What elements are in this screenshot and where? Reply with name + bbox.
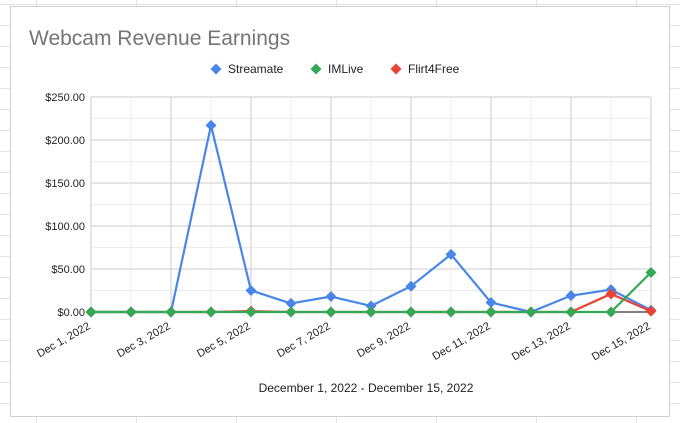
data-point-imlive[interactable] (205, 306, 217, 318)
x-tick-label: Dec 7, 2022 (275, 320, 332, 360)
y-tick-label: $0.00 (57, 307, 85, 319)
data-point-imlive[interactable] (165, 306, 177, 318)
legend-label: Flirt4Free (408, 62, 460, 76)
x-axis-ticks: Dec 1, 2022 Dec 3, 2022 Dec 5, 2022 Dec 7, … (35, 320, 652, 363)
legend-label: Streamate (228, 62, 284, 76)
data-point-imlive[interactable] (85, 306, 97, 318)
x-tick-label: Dec 1, 2022 (35, 320, 92, 360)
gridlines (90, 96, 652, 313)
series-group (85, 119, 657, 318)
legend-label: IMLive (328, 62, 364, 76)
x-tick-label: Dec 5, 2022 (195, 320, 252, 360)
data-point-imlive[interactable] (405, 306, 417, 318)
x-tick-label: Dec 15, 2022 (590, 320, 653, 363)
data-point-imlive[interactable] (485, 306, 497, 318)
x-tick-label: Dec 13, 2022 (510, 320, 573, 363)
data-point-imlive[interactable] (565, 306, 577, 318)
data-point-streamate[interactable] (485, 297, 497, 309)
data-point-imlive[interactable] (365, 306, 377, 318)
legend-diamond-icon (390, 63, 402, 75)
data-point-streamate[interactable] (285, 297, 297, 309)
data-point-imlive[interactable] (325, 306, 337, 318)
data-point-streamate[interactable] (565, 290, 577, 302)
y-tick-label: $50.00 (51, 264, 85, 276)
data-point-streamate[interactable] (405, 280, 417, 292)
x-tick-label: Dec 11, 2022 (431, 320, 493, 363)
data-point-imlive[interactable] (525, 306, 537, 318)
series-imlive (85, 266, 657, 318)
legend-item-flirt4free[interactable]: Flirt4Free (390, 62, 460, 76)
x-tick-label: Dec 3, 2022 (115, 320, 172, 360)
data-point-streamate[interactable] (445, 248, 457, 260)
x-tick-label: Dec 9, 2022 (355, 320, 412, 360)
data-point-imlive[interactable] (445, 306, 457, 318)
y-tick-label: $200.00 (45, 135, 85, 147)
data-point-flirt4free[interactable] (605, 288, 617, 300)
data-point-streamate[interactable] (365, 300, 377, 312)
legend-diamond-icon (310, 63, 322, 75)
data-point-streamate[interactable] (205, 119, 217, 131)
data-point-imlive[interactable] (245, 306, 257, 318)
data-point-flirt4free[interactable] (645, 305, 657, 317)
y-tick-label: $250.00 (45, 92, 85, 104)
line-chart: Webcam Revenue Earnings Streamate IMLive F… (29, 27, 657, 395)
data-point-streamate[interactable] (245, 285, 257, 296)
data-point-imlive[interactable] (125, 306, 137, 318)
y-tick-label: $100.00 (45, 221, 85, 233)
data-point-imlive[interactable] (285, 306, 297, 318)
legend-item-streamate[interactable]: Streamate (210, 62, 284, 76)
legend-diamond-icon (210, 63, 222, 75)
data-point-streamate[interactable] (325, 291, 337, 303)
chart-title: Webcam Revenue Earnings (29, 27, 290, 50)
legend-item-imlive[interactable]: IMLive (310, 62, 364, 76)
chart-card[interactable]: Webcam Revenue Earnings Streamate IMLive F… (10, 6, 670, 417)
y-tick-label: $150.00 (45, 178, 85, 190)
data-point-imlive[interactable] (645, 266, 657, 278)
legend: Streamate IMLive Flirt4Free (210, 62, 460, 76)
y-axis-ticks: $0.00 $50.00 $100.00 $150.00 $200.00 $250.00 (45, 92, 85, 319)
x-axis-title: December 1, 2022 - December 15, 2022 (259, 381, 474, 395)
data-point-imlive[interactable] (605, 306, 617, 318)
